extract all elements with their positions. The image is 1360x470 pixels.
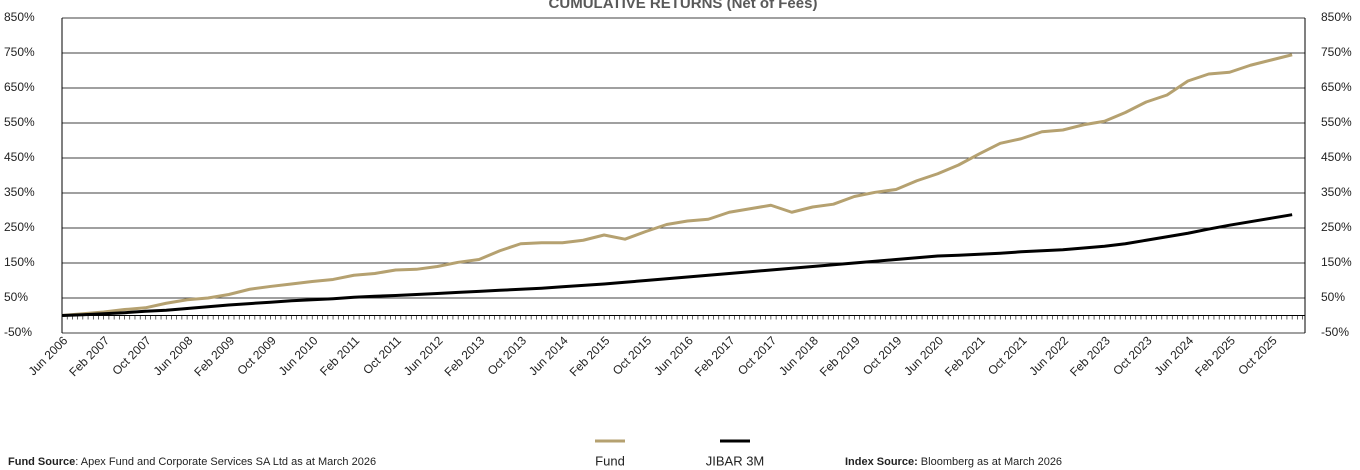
y-tick-label: 650% (4, 80, 35, 94)
legend-label: Fund (595, 453, 625, 468)
x-tick-label: Jun 2018 (776, 333, 821, 378)
y-tick-label: 150% (4, 255, 35, 269)
x-tick-label: Oct 2019 (860, 333, 905, 378)
x-tick-label: Oct 2011 (360, 333, 404, 377)
y-tick-label: 550% (4, 115, 35, 129)
x-tick-label: Feb 2021 (942, 333, 988, 379)
legend-label: JIBAR 3M (706, 453, 765, 468)
x-tick-label: Feb 2011 (317, 333, 362, 378)
x-tick-label: Feb 2007 (66, 333, 112, 379)
y2-tick-label: 550% (1321, 115, 1352, 129)
x-tick-label: Jun 2008 (151, 333, 196, 378)
y2-tick-label: 250% (1321, 220, 1352, 234)
x-tick-label: Feb 2017 (692, 333, 738, 379)
y2-tick-label: 650% (1321, 80, 1352, 94)
note-text: Bloomberg as at March 2026 (918, 456, 1062, 468)
y2-tick-label: 850% (1321, 10, 1352, 24)
x-tick-label: Oct 2007 (109, 333, 154, 378)
x-tick-label: Jun 2020 (901, 333, 946, 378)
y2-tick-label: 50% (1321, 290, 1345, 304)
note-text: : Apex Fund and Corporate Services SA Lt… (75, 456, 376, 468)
x-tick-label: Jun 2024 (1151, 333, 1196, 378)
y-tick-label: 350% (4, 185, 35, 199)
y2-tick-label: -50% (1321, 325, 1349, 339)
x-tick-label: Oct 2025 (1235, 333, 1280, 378)
chart-title: CUMULATIVE RETURNS (Net of Fees) (549, 0, 818, 12)
x-tick-label: Oct 2009 (235, 333, 280, 378)
x-tick-label: Feb 2023 (1067, 333, 1113, 379)
x-tick-label: Jun 2010 (276, 333, 321, 378)
x-tick-label: Oct 2021 (985, 333, 1030, 378)
x-tick-label: Feb 2019 (817, 333, 863, 379)
x-tick-label: Jun 2022 (1026, 333, 1071, 378)
x-tick-label: Feb 2025 (1192, 333, 1238, 379)
x-tick-label: Jun 2016 (651, 333, 696, 378)
x-tick-label: Oct 2013 (485, 333, 530, 378)
y-tick-label: 750% (4, 45, 35, 59)
x-tick-label: Feb 2013 (442, 333, 488, 379)
y-tick-label: 250% (4, 220, 35, 234)
x-tick-label: Jun 2014 (526, 333, 571, 378)
x-tick-label: Feb 2009 (191, 333, 237, 379)
data-line (61, 213, 1293, 317)
y2-tick-label: 150% (1321, 255, 1352, 269)
y-tick-label: 450% (4, 150, 35, 164)
x-tick-label: Jun 2012 (401, 333, 446, 378)
note-label: Fund Source (8, 456, 75, 468)
note-label: Index Source: (845, 456, 918, 468)
x-tick-label: Jun 2006 (26, 333, 71, 378)
index-source-note: Index Source: Bloomberg as at March 2026 (845, 456, 1062, 468)
y2-tick-label: 750% (1321, 45, 1352, 59)
fund-source-note: Fund Source: Apex Fund and Corporate Ser… (8, 456, 376, 468)
y-tick-label: 850% (4, 10, 35, 24)
y-tick-label: -50% (4, 325, 32, 339)
x-tick-label: Oct 2015 (610, 333, 655, 378)
x-tick-label: Feb 2015 (567, 333, 613, 379)
data-line (61, 53, 1293, 317)
y2-tick-label: 450% (1321, 150, 1352, 164)
x-tick-label: Oct 2023 (1110, 333, 1155, 378)
x-tick-label: Oct 2017 (735, 333, 780, 378)
y2-tick-label: 350% (1321, 185, 1352, 199)
y-tick-label: 50% (4, 290, 28, 304)
